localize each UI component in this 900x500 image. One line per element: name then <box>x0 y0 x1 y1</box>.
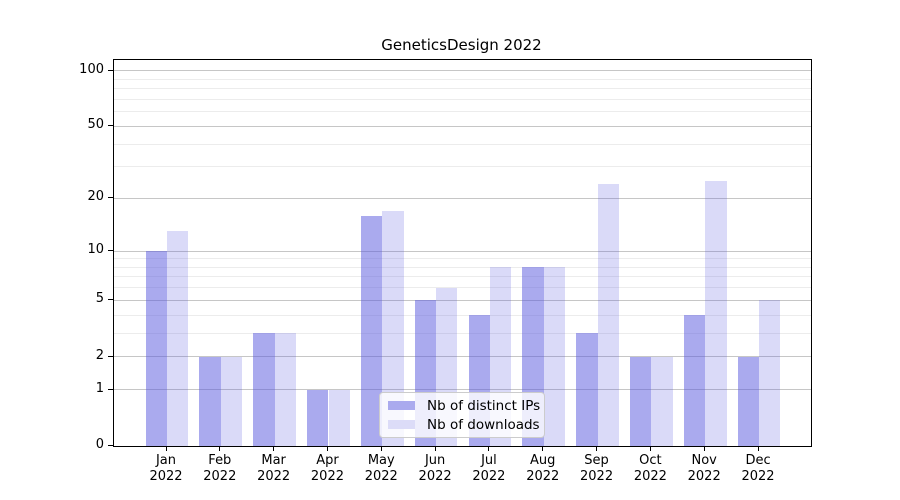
x-tick-label-aug: Aug 2022 <box>526 453 560 484</box>
major-gridline <box>114 250 811 252</box>
bar-downloads-feb <box>220 356 243 446</box>
minor-gridline <box>114 266 811 268</box>
bar-downloads-sep <box>597 184 619 446</box>
minor-gridline <box>114 332 811 334</box>
major-gridline <box>114 389 811 391</box>
y-tick-label: 5 <box>95 291 104 307</box>
x-axis-tick <box>757 446 759 451</box>
minor-gridline <box>114 166 811 168</box>
x-tick-label-mar: Mar 2022 <box>257 453 291 484</box>
bar-downloads-nov <box>705 181 727 446</box>
legend-label-downloads: Nb of downloads <box>427 416 540 433</box>
major-gridline <box>114 125 811 127</box>
y-axis-tick <box>108 388 113 390</box>
minor-gridline <box>114 314 811 316</box>
bar-ips-sep <box>576 333 598 446</box>
bar-downloads-apr <box>328 389 350 446</box>
y-tick-label: 10 <box>87 242 104 258</box>
bar-ips-apr <box>307 389 329 446</box>
major-gridline <box>114 356 811 358</box>
bar-downloads-aug <box>543 267 566 446</box>
minor-gridline <box>114 276 811 278</box>
x-tick-label-nov: Nov 2022 <box>687 453 721 484</box>
bar-downloads-mar <box>274 333 296 446</box>
x-axis-tick <box>273 446 275 451</box>
y-tick-label: 100 <box>79 61 104 77</box>
bar-ips-feb <box>199 356 221 446</box>
x-axis-tick <box>596 446 598 451</box>
x-axis-tick <box>649 446 651 451</box>
y-axis-tick <box>108 355 113 357</box>
x-axis-tick <box>703 446 705 451</box>
legend-item-downloads: Nb of downloads <box>388 417 540 433</box>
x-tick-label-feb: Feb 2022 <box>203 453 237 484</box>
major-gridline <box>114 197 811 199</box>
y-axis-tick <box>108 445 113 446</box>
y-tick-label: 50 <box>87 117 104 133</box>
legend-label-distinct-ips: Nb of distinct IPs <box>427 397 541 414</box>
x-axis-tick <box>326 446 328 451</box>
x-axis-tick <box>488 446 490 451</box>
x-axis-tick <box>542 446 544 451</box>
bar-ips-may <box>360 215 383 446</box>
x-tick-label-jan: Jan 2022 <box>149 453 183 484</box>
x-tick-label-apr: Apr 2022 <box>310 453 344 484</box>
x-axis-tick <box>219 446 221 451</box>
y-axis-tick <box>108 69 113 71</box>
x-tick-label-may: May 2022 <box>364 453 398 484</box>
minor-gridline <box>114 287 811 289</box>
y-axis-tick <box>108 125 113 127</box>
minor-gridline <box>114 143 811 145</box>
x-axis-tick <box>380 446 382 451</box>
y-axis-tick <box>108 197 113 199</box>
minor-gridline <box>114 88 811 90</box>
legend-swatch-downloads <box>388 420 415 429</box>
major-gridline <box>114 299 811 301</box>
bar-downloads-dec <box>759 300 781 446</box>
x-tick-label-dec: Dec 2022 <box>741 453 775 484</box>
bar-downloads-jan <box>167 231 189 446</box>
bar-ips-nov <box>683 315 706 446</box>
y-axis-tick <box>108 299 113 301</box>
y-tick-label: 0 <box>95 437 104 452</box>
minor-gridline <box>114 111 811 113</box>
plot-area: Nb of distinct IPs Nb of downloads <box>113 59 812 447</box>
x-tick-label-sep: Sep 2022 <box>580 453 614 484</box>
x-tick-label-oct: Oct 2022 <box>633 453 667 484</box>
chart-title: GeneticsDesign 2022 <box>381 36 542 54</box>
bar-ips-mar <box>253 333 275 446</box>
x-axis-tick <box>434 446 436 451</box>
bar-ips-jan <box>145 251 167 446</box>
minor-gridline <box>114 78 811 80</box>
x-axis-tick <box>165 446 167 451</box>
legend-swatch-distinct-ips <box>388 401 415 410</box>
x-tick-label-jun: Jun 2022 <box>418 453 452 484</box>
bar-downloads-may <box>382 211 404 446</box>
bar-ips-dec <box>737 356 759 446</box>
x-tick-label-jul: Jul 2022 <box>472 453 506 484</box>
minor-gridline <box>114 258 811 260</box>
legend: Nb of distinct IPs Nb of downloads <box>379 392 545 438</box>
y-tick-label: 2 <box>95 347 104 363</box>
y-axis-tick <box>108 250 113 252</box>
legend-item-distinct-ips: Nb of distinct IPs <box>388 398 540 414</box>
bar-ips-oct <box>630 356 652 446</box>
bar-downloads-oct <box>651 356 673 446</box>
minor-gridline <box>114 98 811 100</box>
y-tick-label: 20 <box>87 189 104 205</box>
y-tick-label: 1 <box>95 380 104 396</box>
major-gridline <box>114 70 811 72</box>
